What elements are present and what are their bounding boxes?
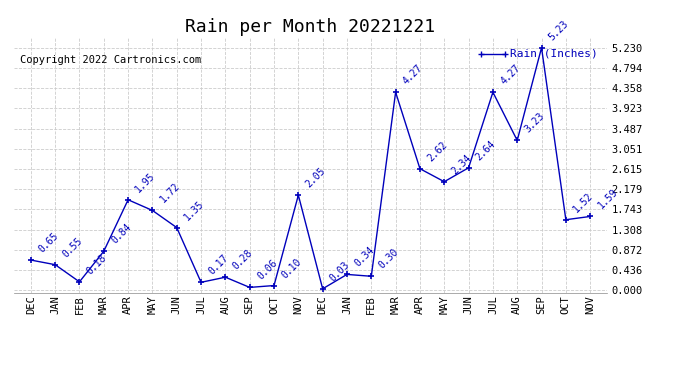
- Text: 0.17: 0.17: [206, 253, 230, 277]
- Text: 1.35: 1.35: [182, 198, 206, 222]
- Text: 2.34: 2.34: [450, 153, 473, 176]
- Text: 0.28: 0.28: [231, 248, 255, 272]
- Text: 2.05: 2.05: [304, 166, 328, 190]
- Text: 0.84: 0.84: [109, 222, 133, 246]
- Text: 0.03: 0.03: [328, 260, 352, 283]
- Text: 0.10: 0.10: [279, 256, 304, 280]
- Text: 0.65: 0.65: [37, 231, 60, 255]
- Text: 1.72: 1.72: [158, 181, 181, 205]
- Text: 1.95: 1.95: [134, 171, 157, 194]
- Text: 0.06: 0.06: [255, 258, 279, 282]
- Text: 4.27: 4.27: [401, 63, 425, 87]
- Text: 3.23: 3.23: [523, 111, 546, 135]
- Text: Rain (Inches): Rain (Inches): [510, 49, 598, 59]
- Title: Rain per Month 20221221: Rain per Month 20221221: [186, 18, 435, 36]
- Text: 0.18: 0.18: [85, 253, 109, 276]
- Text: 5.23: 5.23: [547, 18, 571, 42]
- Text: 2.62: 2.62: [426, 140, 449, 163]
- Text: 4.27: 4.27: [498, 63, 522, 87]
- Text: 0.34: 0.34: [353, 245, 376, 269]
- Text: 1.52: 1.52: [571, 190, 595, 214]
- Text: 2.64: 2.64: [474, 138, 497, 162]
- Text: 0.55: 0.55: [61, 236, 84, 259]
- Text: Copyright 2022 Cartronics.com: Copyright 2022 Cartronics.com: [20, 56, 201, 65]
- Text: 1.59: 1.59: [595, 187, 620, 211]
- Text: 0.30: 0.30: [377, 247, 400, 271]
